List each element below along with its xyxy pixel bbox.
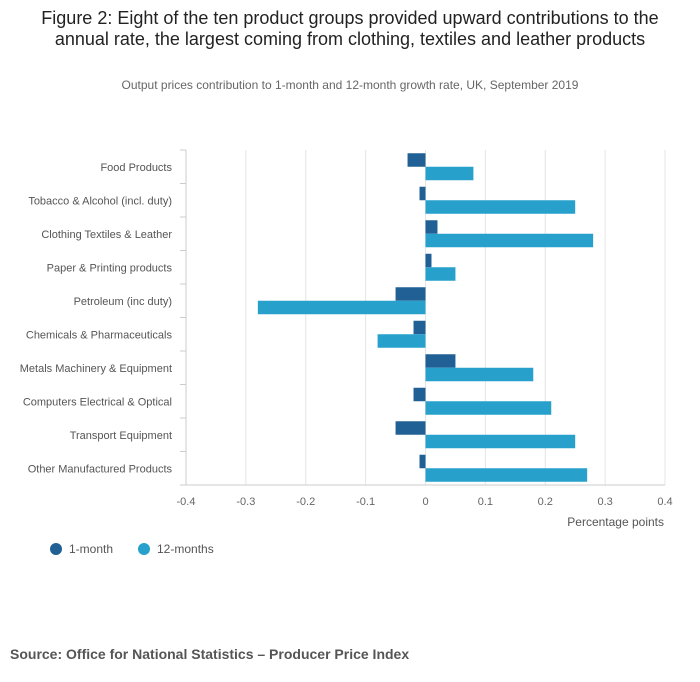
legend-label: 1-month: [69, 542, 113, 556]
x-tick-label: -0.2: [296, 496, 315, 508]
bars: [257, 153, 594, 482]
category-label: Other Manufactured Products: [28, 463, 173, 475]
bar-1-month: [425, 253, 432, 268]
bar-12-months: [257, 300, 426, 315]
bar-1-month: [413, 320, 426, 335]
category-label: Clothing Textiles & Leather: [41, 229, 172, 241]
bar-1-month: [413, 387, 426, 402]
x-tick-label: 0: [422, 496, 428, 508]
bar-12-months: [425, 166, 474, 181]
legend: 1-month 12-months: [50, 542, 214, 556]
category-label: Computers Electrical & Optical: [23, 396, 172, 408]
x-axis-label: Percentage points: [567, 515, 664, 529]
source-note: Source: Office for National Statistics –…: [10, 646, 410, 662]
category-labels: Food Products Tobacco & Alcohol (incl. du…: [20, 162, 173, 476]
x-tick-label: 0.3: [597, 496, 612, 508]
category-label: Tobacco & Alcohol (incl. duty): [28, 195, 172, 207]
x-tick-label: -0.4: [177, 496, 196, 508]
bar-1-month: [425, 354, 456, 368]
category-label: Metals Machinery & Equipment: [20, 363, 172, 375]
x-tick-label: 0.4: [657, 496, 672, 508]
category-label: Transport Equipment: [70, 430, 172, 442]
bar-1-month: [407, 153, 426, 167]
chart-title: Figure 2: Eight of the ten product group…: [41, 8, 659, 49]
bar-1-month: [419, 454, 426, 469]
bar-12-months: [425, 401, 552, 415]
bar-chart: Food Products Tobacco & Alcohol (incl. du…: [20, 149, 673, 556]
category-label: Paper & Printing products: [47, 262, 173, 274]
bar-12-months: [425, 267, 456, 281]
bar-12-months: [425, 233, 594, 248]
legend-label: 12-months: [157, 542, 214, 556]
legend-swatch: [138, 543, 150, 555]
x-tick-labels: -0.4 -0.3 -0.2 -0.1 0 0.1 0.2 0.3 0.4: [177, 496, 673, 508]
bar-12-months: [425, 200, 576, 214]
bar-12-months: [425, 468, 588, 482]
bar-12-months: [425, 434, 576, 449]
bar-1-month: [395, 421, 426, 435]
category-label: Food Products: [100, 162, 172, 174]
bar-1-month: [395, 287, 426, 301]
bar-1-month: [425, 220, 438, 234]
x-tick-label: 0.2: [538, 496, 553, 508]
legend-swatch: [50, 543, 62, 555]
x-tick-label: -0.3: [236, 496, 255, 508]
category-label: Petroleum (inc duty): [74, 296, 172, 308]
bar-1-month: [419, 186, 426, 201]
chart-subtitle: Output prices contribution to 1-month an…: [121, 78, 579, 92]
category-label: Chemicals & Pharmaceuticals: [26, 329, 173, 341]
x-tick-label: 0.1: [478, 496, 493, 508]
x-tick-label: -0.1: [356, 496, 375, 508]
bar-12-months: [425, 367, 534, 382]
bar-12-months: [377, 334, 426, 348]
